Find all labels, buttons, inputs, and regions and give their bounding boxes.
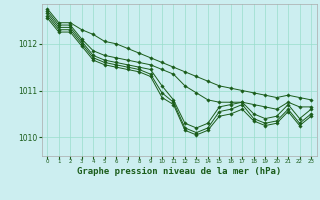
X-axis label: Graphe pression niveau de la mer (hPa): Graphe pression niveau de la mer (hPa) bbox=[77, 167, 281, 176]
